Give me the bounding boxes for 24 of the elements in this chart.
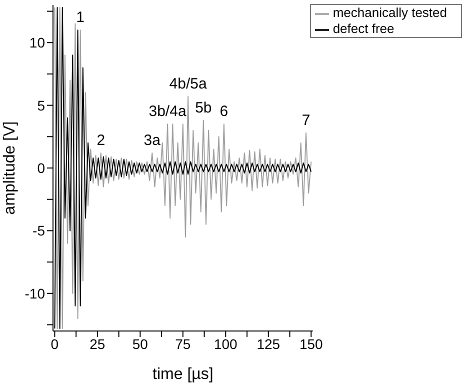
x-tick-label: 75 <box>175 336 191 352</box>
x-tick-label: 25 <box>90 336 106 352</box>
annotation: 7 <box>302 112 310 129</box>
x-tick-label: 50 <box>132 336 148 352</box>
legend-label: mechanically tested <box>332 5 447 20</box>
annotation: 6 <box>220 103 228 120</box>
y-tick-label: 0 <box>37 160 46 176</box>
x-tick-label: 125 <box>256 336 280 352</box>
annotation: 5b <box>195 99 212 116</box>
y-tick-label: -5 <box>32 222 46 239</box>
y-tick-label: 5 <box>37 97 46 114</box>
x-tick-label: 150 <box>299 336 324 352</box>
annotation: 4b/5a <box>169 76 208 93</box>
annotation: 2 <box>96 132 106 149</box>
annotation: 3a <box>144 132 162 149</box>
annotation: 3b/4a <box>148 103 187 120</box>
x-tick-label: 0 <box>50 336 59 352</box>
legend-label: defect free <box>332 21 394 36</box>
y-tick-label: 10 <box>29 34 46 51</box>
x-tick-label: 100 <box>214 336 238 352</box>
annotation: 1 <box>76 9 85 26</box>
y-axis-title: amplitude [V] <box>2 121 19 215</box>
x-axis-title: time [µs] <box>152 366 214 383</box>
y-tick-label: -10 <box>24 285 46 302</box>
